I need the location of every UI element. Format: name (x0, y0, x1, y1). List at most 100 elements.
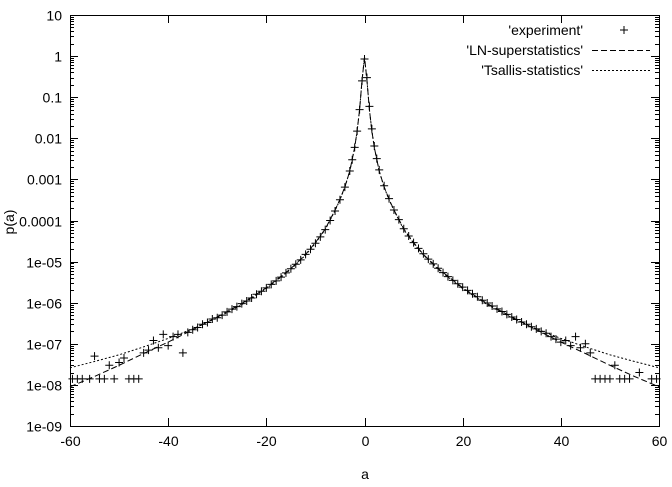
experiment-point (532, 324, 541, 333)
experiment-point (380, 181, 389, 190)
experiment-point (183, 328, 192, 337)
experiment-point (203, 318, 212, 327)
experiment-point (439, 268, 448, 277)
tsallis-statistics-line (69, 56, 660, 369)
experiment-point (424, 255, 433, 264)
experiment-point (115, 358, 124, 367)
experiment-point (625, 374, 634, 383)
experiment-point (110, 374, 119, 383)
y-tick-label: 1e-09 (26, 419, 62, 435)
experiment-point (267, 280, 276, 289)
experiment-point (566, 341, 575, 350)
x-tick-label: 40 (554, 433, 570, 449)
experiment-point (247, 294, 256, 303)
y-axis-label: p(a) (1, 210, 17, 235)
experiment-point (443, 272, 452, 281)
experiment-point (286, 264, 295, 273)
y-tick-label: 10 (46, 8, 62, 24)
experiment-point (473, 292, 482, 301)
experiment-point (237, 299, 246, 308)
experiment-point (551, 335, 560, 344)
experiment-point (547, 332, 556, 341)
experiment-point (193, 323, 202, 332)
y-tick-label: 0.0001 (19, 214, 62, 230)
experiment-point (296, 255, 305, 264)
experiment-point (610, 361, 619, 370)
y-tick-label: 1e-07 (26, 337, 62, 353)
experiment-point (178, 348, 187, 357)
experiment-point (372, 154, 381, 163)
y-tick-label: 1e-05 (26, 255, 62, 271)
experiment-point (78, 374, 87, 383)
axis-ticks (70, 15, 660, 427)
experiment-point (556, 338, 565, 347)
experiment-markers (68, 55, 661, 383)
legend-label: 'LN-superstatistics' (466, 42, 583, 58)
experiment-point (512, 315, 521, 324)
x-tick-label: -40 (158, 433, 178, 449)
x-tick-label: 60 (652, 433, 668, 449)
experiment-point (242, 296, 251, 305)
experiment-point (272, 276, 281, 285)
experiment-point (502, 310, 511, 319)
experiment-point (385, 194, 394, 203)
experiment-point (252, 290, 261, 299)
experiment-point (448, 276, 457, 285)
plot-frame (70, 15, 660, 427)
experiment-point (468, 289, 477, 298)
y-tick-label: 0.01 (35, 131, 62, 147)
experiment-point (340, 183, 349, 192)
experiment-point (311, 239, 320, 248)
experiment-point (316, 232, 325, 241)
experiment-point (335, 195, 344, 204)
experiment-point (389, 206, 398, 215)
experiment-point (281, 268, 290, 277)
experiment-point (105, 361, 114, 370)
experiment-point (605, 374, 614, 383)
experiment-point (291, 260, 300, 269)
experiment-point (581, 339, 590, 348)
experiment-point (169, 332, 178, 341)
x-axis-label: a (361, 466, 369, 482)
experiment-point (144, 346, 153, 355)
experiment-point (159, 330, 168, 339)
experiment-point (188, 325, 197, 334)
experiment-point (522, 320, 531, 329)
experiment-point (213, 313, 222, 322)
experiment-point (497, 307, 506, 316)
experiment-point (571, 332, 580, 341)
experiment-point (348, 155, 357, 164)
experiment-point (586, 348, 595, 357)
experiment-point (149, 336, 158, 345)
y-tick-label: 0.001 (27, 172, 62, 188)
experiment-point (561, 336, 570, 345)
experiment-point (478, 296, 487, 305)
legend-label: 'Tsallis-statistics' (481, 62, 583, 78)
experiment-point (483, 299, 492, 308)
experiment-point (355, 105, 364, 114)
experiment-point (232, 302, 241, 311)
experiment-point (458, 283, 467, 292)
experiment-point (223, 307, 232, 316)
legend-label: 'experiment' (508, 22, 583, 38)
experiment-point (542, 329, 551, 338)
x-tick-label: -60 (60, 433, 80, 449)
experiment-point (208, 315, 217, 324)
experiment-point (345, 167, 354, 176)
experiment-point (399, 224, 408, 233)
experiment-point (85, 374, 94, 383)
experiment-point (507, 312, 516, 321)
y-tick-label: 0.1 (43, 90, 63, 106)
y-tick-label: 1e-08 (26, 378, 62, 394)
experiment-point (493, 304, 502, 313)
experiment-point (362, 73, 371, 82)
experiment-point (350, 143, 359, 152)
experiment-point (218, 311, 227, 320)
experiment-point (164, 341, 173, 350)
experiment-point (419, 249, 428, 258)
experiment-point (365, 102, 374, 111)
experiment-point (306, 245, 315, 254)
legend-marker (620, 26, 628, 34)
experiment-point (277, 273, 286, 282)
